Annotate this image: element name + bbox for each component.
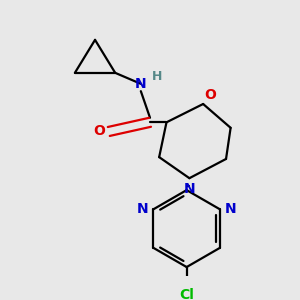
Text: N: N	[184, 182, 195, 196]
Text: N: N	[136, 202, 148, 216]
Text: H: H	[152, 70, 163, 83]
Text: N: N	[135, 77, 147, 91]
Text: N: N	[225, 202, 237, 216]
Text: O: O	[205, 88, 216, 102]
Text: O: O	[94, 124, 106, 139]
Text: Cl: Cl	[179, 287, 194, 300]
